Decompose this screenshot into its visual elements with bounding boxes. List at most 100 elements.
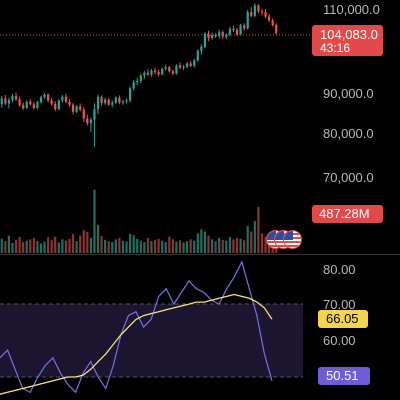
- candle-body: [0, 98, 3, 105]
- last-price-value: 104,083.0: [320, 27, 378, 42]
- volume-bar: [175, 241, 178, 253]
- volume-bar: [260, 233, 264, 253]
- volume-bar: [139, 240, 142, 253]
- candle-body: [143, 72, 146, 76]
- candle-body: [29, 101, 32, 105]
- candle-body: [50, 100, 53, 104]
- candle-body: [107, 99, 110, 105]
- candle-body: [235, 30, 239, 35]
- candle-body: [39, 97, 43, 103]
- candle-body: [250, 12, 253, 16]
- candle-body: [25, 101, 28, 109]
- price-axis-label: 90,000.0: [323, 86, 374, 101]
- volume-bar: [0, 238, 3, 253]
- rsi-axis-label: 70.00: [323, 297, 356, 312]
- candle-body: [232, 28, 235, 31]
- volume-bar: [125, 241, 128, 253]
- volume-bar: [36, 241, 39, 253]
- rsi-value-badge: 50.51: [318, 367, 370, 385]
- candle-body: [207, 33, 210, 38]
- volume-bar: [228, 237, 231, 253]
- volume-bar: [178, 240, 182, 253]
- candle-body: [228, 28, 231, 35]
- rsi-band-fill: [0, 304, 303, 377]
- volume-bar: [243, 240, 246, 253]
- candle-body: [111, 102, 114, 105]
- candle-body: [14, 95, 18, 100]
- pane-divider[interactable]: [0, 254, 400, 255]
- volume-bar: [143, 242, 146, 253]
- candle-body: [43, 94, 46, 98]
- candle-body: [11, 95, 14, 101]
- candle-body: [22, 105, 25, 109]
- volume-bar: [200, 229, 203, 253]
- candle-body: [61, 96, 64, 101]
- volume-bar: [114, 239, 117, 253]
- candle-body: [100, 96, 103, 104]
- candle-body: [64, 96, 68, 102]
- candle-body: [225, 34, 228, 37]
- volume-bar: [61, 239, 64, 253]
- volume-bar: [71, 233, 75, 253]
- volume-bar: [96, 224, 100, 253]
- volume-bar: [239, 238, 242, 253]
- candle-body: [157, 72, 160, 75]
- candle-body: [89, 119, 92, 124]
- volume-bar: [221, 239, 224, 253]
- candle-body: [182, 66, 185, 68]
- rsi-axis-label: 60.00: [323, 333, 356, 348]
- candle-body: [271, 20, 274, 26]
- candle-body: [243, 25, 246, 29]
- candle-body: [214, 35, 217, 37]
- event-marker-icon[interactable]: [283, 230, 302, 249]
- candle-body: [86, 118, 89, 124]
- volume-bar: [246, 226, 249, 253]
- volume-bar: [39, 243, 43, 253]
- rsi-line: [0, 260, 273, 394]
- candle-body: [82, 109, 85, 119]
- candle-body: [121, 101, 125, 103]
- candle-body: [171, 71, 174, 74]
- candle-body: [161, 68, 164, 75]
- volume-bar: [157, 238, 160, 253]
- volume-bar: [232, 239, 235, 253]
- volume-bar: [150, 241, 153, 253]
- candle-body: [32, 104, 35, 109]
- volume-bar: [86, 232, 89, 253]
- volume-bar: [161, 240, 164, 253]
- candle-body: [164, 67, 167, 69]
- volume-bar: [121, 240, 125, 253]
- candles: [0, 3, 278, 147]
- bar-countdown: 43:16: [320, 41, 351, 55]
- volume-bar: [257, 206, 260, 253]
- volume-bar: [18, 237, 21, 253]
- volume-bar: [4, 241, 7, 253]
- volume-bar: [14, 239, 18, 253]
- candle-body: [4, 98, 7, 104]
- candle-body: [139, 75, 142, 81]
- candle-body: [175, 65, 178, 74]
- volume-bar: [264, 236, 267, 253]
- volume-bar: [168, 236, 171, 253]
- volume-bar: [47, 237, 50, 253]
- candle-body: [104, 99, 107, 104]
- candle-body: [57, 100, 60, 110]
- volume-bar: [235, 237, 239, 253]
- candle-body: [68, 101, 71, 105]
- candle-body: [54, 103, 57, 110]
- volume-bar: [25, 240, 28, 253]
- volume-bar: [43, 241, 46, 253]
- volume-bars: [0, 189, 278, 253]
- volume-bar: [7, 235, 11, 253]
- volume-bar: [11, 242, 14, 253]
- volume-bar: [132, 235, 135, 253]
- volume-bar: [118, 237, 121, 253]
- volume-bar: [253, 221, 256, 253]
- volume-bar: [214, 241, 217, 253]
- volume-bar: [54, 236, 57, 253]
- volume-bar: [210, 239, 214, 253]
- candle-body: [36, 102, 39, 109]
- price-axis-label: 70,000.0: [323, 170, 374, 185]
- candle-body: [128, 88, 132, 101]
- volume-bar: [189, 239, 192, 253]
